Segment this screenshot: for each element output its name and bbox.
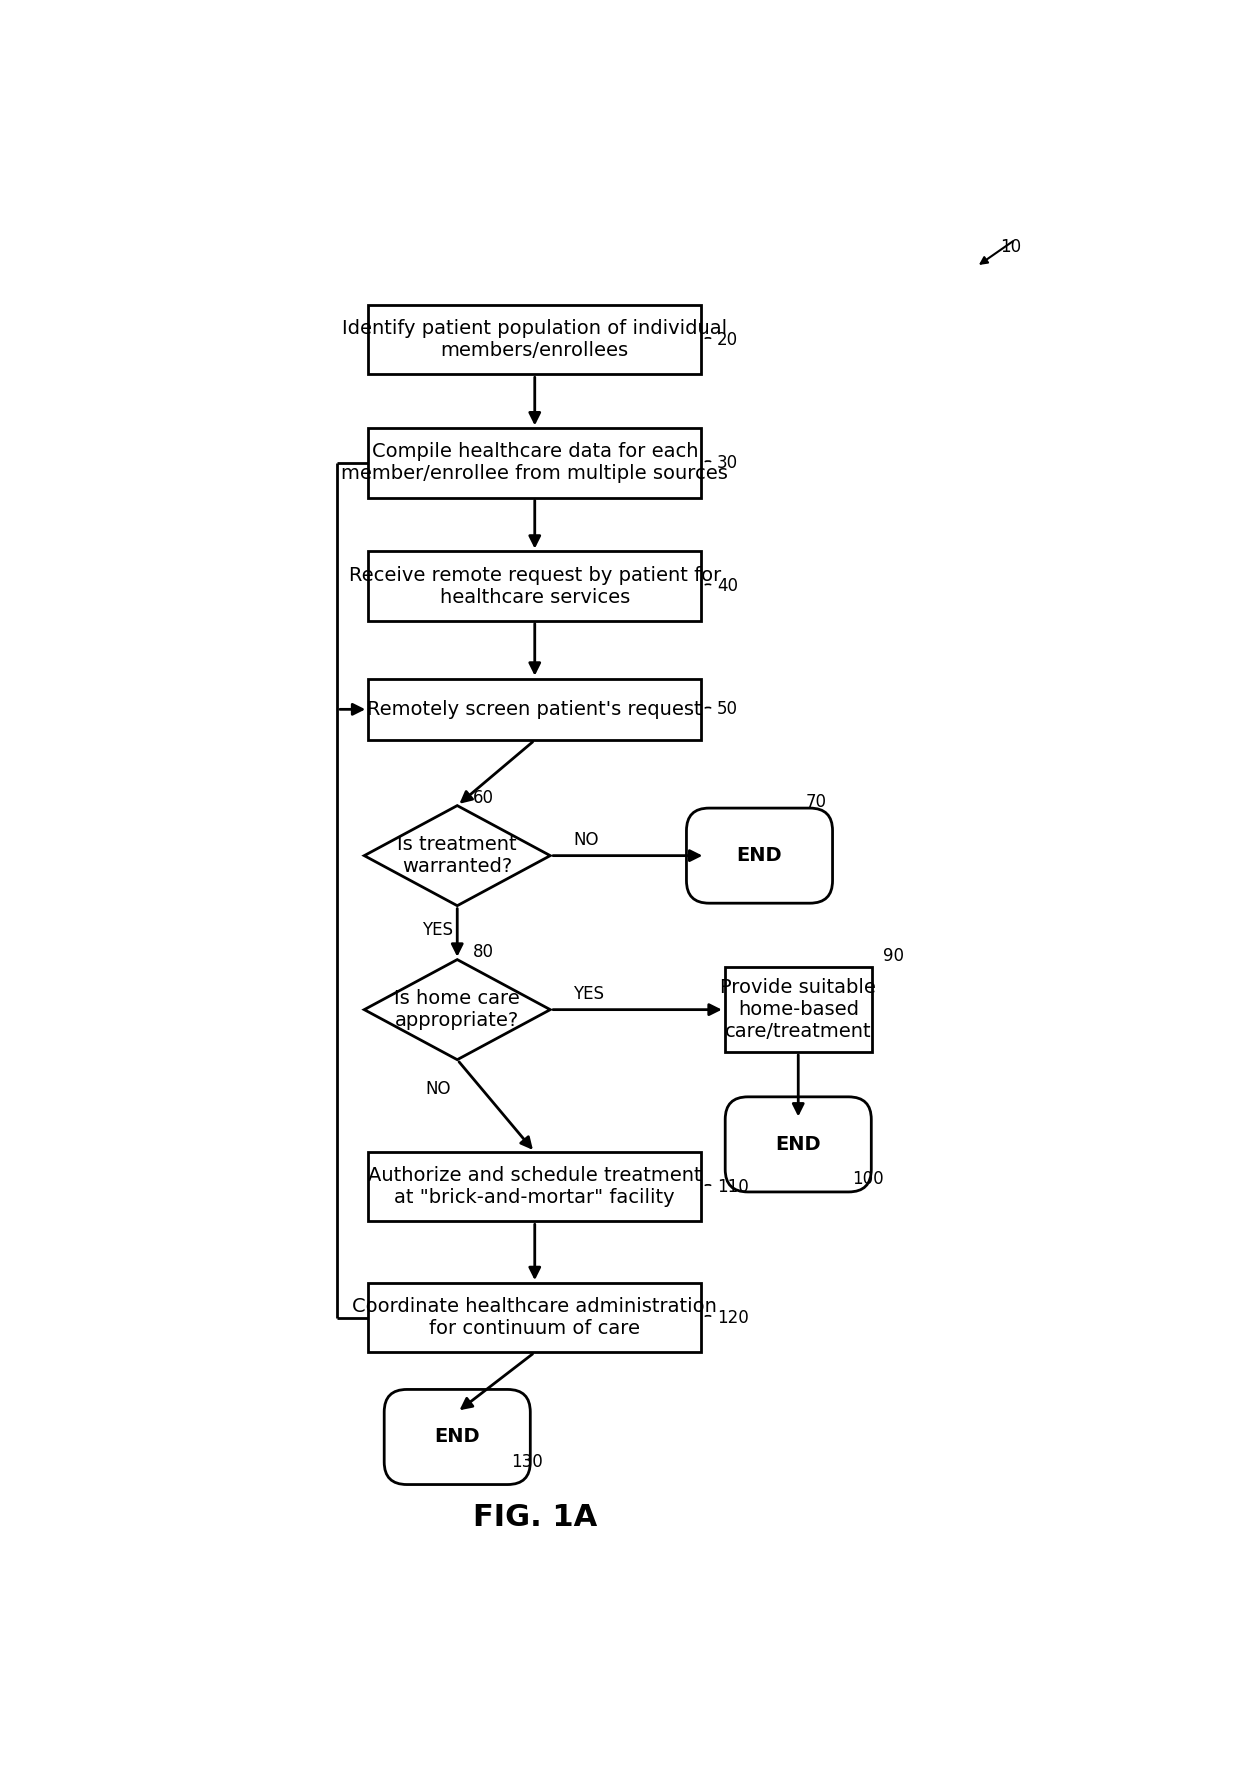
Bar xyxy=(368,1151,702,1222)
Text: 120: 120 xyxy=(717,1309,749,1326)
Polygon shape xyxy=(365,805,551,906)
Text: END: END xyxy=(737,846,782,865)
Text: 60: 60 xyxy=(472,789,494,807)
FancyBboxPatch shape xyxy=(687,809,832,902)
Text: Provide suitable
home-based
care/treatment: Provide suitable home-based care/treatme… xyxy=(720,978,877,1042)
Text: 20: 20 xyxy=(717,330,738,348)
Text: FIG. 1A: FIG. 1A xyxy=(472,1503,596,1533)
Text: Authorize and schedule treatment
at "brick-and-mortar" facility: Authorize and schedule treatment at "bri… xyxy=(368,1166,702,1208)
Text: 110: 110 xyxy=(717,1178,749,1196)
Text: 30: 30 xyxy=(717,454,738,472)
Bar xyxy=(368,551,702,622)
Text: 130: 130 xyxy=(511,1453,543,1471)
FancyBboxPatch shape xyxy=(725,1097,872,1192)
Text: 80: 80 xyxy=(472,943,494,961)
Text: Is treatment
warranted?: Is treatment warranted? xyxy=(398,835,517,876)
Text: Coordinate healthcare administration
for continuum of care: Coordinate healthcare administration for… xyxy=(352,1298,717,1339)
Text: 40: 40 xyxy=(717,577,738,595)
Text: YES: YES xyxy=(573,985,605,1003)
Text: END: END xyxy=(434,1427,480,1446)
Text: END: END xyxy=(775,1136,821,1153)
Polygon shape xyxy=(365,959,551,1060)
Text: YES: YES xyxy=(423,922,454,940)
Text: 70: 70 xyxy=(806,793,827,811)
Bar xyxy=(368,678,702,740)
Bar xyxy=(368,429,702,498)
Text: Compile healthcare data for each
member/enrollee from multiple sources: Compile healthcare data for each member/… xyxy=(341,443,728,484)
Text: NO: NO xyxy=(425,1081,450,1098)
Text: Remotely screen patient's request: Remotely screen patient's request xyxy=(367,699,702,719)
FancyBboxPatch shape xyxy=(384,1390,531,1485)
Text: 10: 10 xyxy=(999,238,1021,256)
Text: Identify patient population of individual
members/enrollees: Identify patient population of individua… xyxy=(342,320,728,360)
Bar xyxy=(368,1282,702,1353)
Text: NO: NO xyxy=(573,832,599,849)
Text: 90: 90 xyxy=(883,947,904,964)
Bar xyxy=(724,968,872,1053)
Text: 100: 100 xyxy=(853,1171,884,1189)
Text: 50: 50 xyxy=(717,701,738,719)
Text: Receive remote request by patient for
healthcare services: Receive remote request by patient for he… xyxy=(348,565,720,608)
Text: Is home care
appropriate?: Is home care appropriate? xyxy=(394,989,520,1030)
Bar xyxy=(368,306,702,374)
